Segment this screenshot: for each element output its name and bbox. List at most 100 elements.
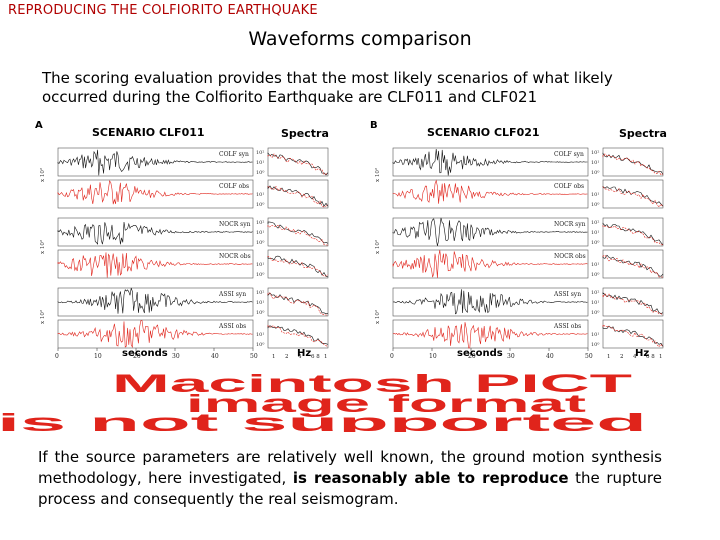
trace-label: COLF syn: [219, 151, 249, 158]
synthetic-waveform: [392, 148, 588, 176]
spectrum-tick-label: 10⁰: [591, 202, 599, 208]
banner-line-3: is not supported: [0, 409, 647, 432]
spectrum-tick-label: 10⁰: [591, 272, 599, 278]
observed-waveform: [57, 320, 253, 348]
time-tick-label: 50: [250, 353, 258, 360]
spectra-title: Spectra: [619, 127, 667, 140]
time-tick-label: 20: [133, 353, 141, 360]
amplitude-axis-label: x 10²: [39, 240, 46, 254]
synthetic-waveform: [57, 287, 253, 314]
amplitude-axis-label: x 10²: [374, 310, 381, 324]
conclusion-paragraph: If the source parameters are relatively …: [38, 447, 662, 510]
panel-a-plots: COLF syn 10² 10¹ 10⁰ COLF obs 10¹ 10⁰ NOCR syn 1…: [39, 147, 329, 360]
spectrum-box: [602, 147, 664, 177]
spectrum-tick-label: 10⁰: [591, 342, 599, 348]
freq-tick-label: 1: [324, 354, 328, 360]
spectrum-box: [267, 319, 329, 349]
spectra-title: Spectra: [281, 127, 329, 140]
unsupported-image-banner: Macintosh PICT image format is not suppo…: [0, 370, 647, 432]
spectrum-tick-label: 10¹: [591, 192, 599, 198]
frequency-axis-label: Hz: [635, 348, 650, 359]
spectrum-tick-label: 10⁰: [256, 240, 264, 246]
trace-label: COLF obs: [219, 183, 249, 190]
spectrum-tick-label: 10²: [591, 220, 599, 226]
synthetic-spectrum: [602, 152, 664, 175]
amplitude-axis-label: x 10²: [39, 310, 46, 324]
observed-waveform: [57, 180, 253, 205]
synthetic-spectrum: [267, 152, 329, 176]
conclusion-text-2: the rupture process and consequently the…: [38, 469, 663, 508]
spectrum-tick-label: 10¹: [256, 300, 264, 306]
observed-spectrum: [267, 224, 328, 246]
spectrum-tick-label: 10⁰: [256, 170, 264, 176]
spectrum-tick-label: 10¹: [591, 332, 599, 338]
freq-tick-label: 1: [607, 354, 611, 360]
freq-tick-label: 1: [659, 354, 663, 360]
amplitude-axis-label: x 10²: [374, 240, 381, 254]
time-tick-label: 30: [172, 353, 180, 360]
panel-a: A SCENARIO CLF011 Spectra COLF syn 10² 10¹…: [30, 118, 340, 363]
spectrum-tick-label: 10¹: [256, 230, 264, 236]
conclusion-text-1: If the source parameters are relatively …: [38, 448, 662, 487]
spectrum-tick-label: 10⁰: [256, 310, 264, 316]
observed-spectrum: [602, 153, 664, 176]
synthetic-spectrum: [602, 222, 664, 246]
spectrum-box: [267, 217, 329, 247]
spectrum-tick-label: 10¹: [591, 300, 599, 306]
time-tick-label: 40: [546, 353, 554, 360]
synthetic-spectrum: [267, 255, 329, 278]
synthetic-spectrum: [602, 186, 664, 207]
presentation-header: REPRODUCING THE COLFIORITO EARTHQUAKE: [8, 3, 318, 18]
spectrum-box: [602, 217, 664, 247]
synthetic-waveform: [57, 149, 253, 176]
spectrum-tick-label: 10²: [591, 150, 599, 156]
spectrum-tick-label: 10¹: [591, 230, 599, 236]
observed-waveform: [57, 252, 253, 278]
spectrum-box: [267, 249, 329, 279]
banner-line-2: image format: [186, 390, 588, 418]
observed-spectrum: [602, 324, 664, 348]
observed-waveform: [392, 249, 588, 278]
time-tick-label: 40: [211, 353, 219, 360]
scenario-title: SCENARIO CLF011: [92, 126, 205, 139]
time-tick-label: 0: [55, 353, 59, 360]
synthetic-spectrum: [267, 325, 329, 345]
spectrum-tick-label: 10¹: [591, 160, 599, 166]
frequency-axis-label: Hz: [297, 348, 312, 359]
trace-label: COLF syn: [554, 151, 584, 158]
trace-label: NOCR obs: [219, 253, 251, 260]
time-tick-label: 0: [390, 353, 394, 360]
intro-paragraph: The scoring evaluation provides that the…: [42, 69, 613, 106]
synthetic-waveform: [57, 221, 253, 245]
trace-label: ASSI syn: [218, 291, 246, 298]
spectrum-tick-label: 10²: [256, 150, 264, 156]
spectrum-tick-label: 10¹: [256, 192, 264, 198]
observed-spectrum: [267, 153, 329, 175]
observed-spectrum: [267, 324, 329, 348]
freq-tick-label: 6 8: [311, 354, 320, 360]
trace-label: ASSI syn: [553, 291, 581, 298]
synthetic-spectrum: [267, 292, 328, 314]
trace-label: COLF obs: [554, 183, 584, 190]
panel-letter: B: [370, 120, 378, 131]
spectrum-box: [602, 287, 664, 317]
trace-label: NOCR syn: [554, 221, 586, 228]
synthetic-spectrum: [602, 254, 664, 277]
spectrum-tick-label: 10⁰: [591, 240, 599, 246]
time-axis-label: seconds: [122, 348, 168, 359]
spectrum-tick-label: 10⁰: [256, 272, 264, 278]
spectrum-tick-label: 10⁰: [591, 170, 599, 176]
time-tick-label: 10: [94, 353, 102, 360]
observed-spectrum: [602, 293, 664, 316]
observed-spectrum: [267, 185, 329, 208]
trace-label: ASSI obs: [218, 323, 246, 330]
freq-tick-label: 4: [633, 354, 637, 360]
freq-tick-label: 6 8: [646, 354, 655, 360]
panel-letter: A: [35, 120, 43, 131]
spectrum-tick-label: 10²: [591, 290, 599, 296]
spectrum-tick-label: 10⁰: [256, 342, 264, 348]
spectrum-box: [267, 179, 329, 209]
time-tick-label: 20: [468, 353, 476, 360]
observed-waveform: [392, 179, 588, 204]
trace-label: NOCR syn: [219, 221, 251, 228]
